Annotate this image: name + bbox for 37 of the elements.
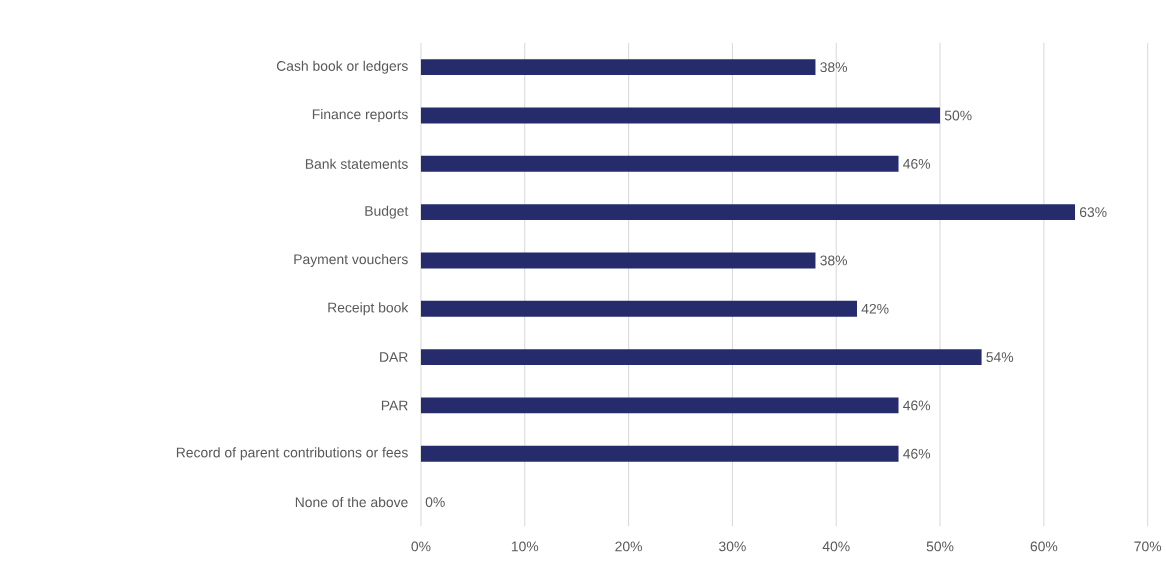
x-tick-label: 30% xyxy=(719,541,746,552)
bar xyxy=(420,107,941,124)
x-tick-label: 60% xyxy=(1030,541,1058,552)
y-tick-label: Cash book or ledgers xyxy=(276,60,408,74)
x-tick-label: 20% xyxy=(615,541,642,552)
data-label: 42% xyxy=(861,303,889,314)
data-label: 38% xyxy=(820,62,848,73)
data-label: 46% xyxy=(903,400,931,411)
bar xyxy=(420,155,899,172)
bar xyxy=(420,252,816,269)
bar xyxy=(420,397,899,414)
data-label: 0% xyxy=(425,497,445,508)
y-tick-label: Finance reports xyxy=(312,109,408,123)
x-tick-label: 50% xyxy=(926,541,954,552)
bar xyxy=(420,300,857,317)
y-tick-label: Receipt book xyxy=(328,302,409,316)
data-label: 46% xyxy=(903,448,931,459)
y-tick-label: None of the above xyxy=(295,497,408,508)
data-label: 63% xyxy=(1079,207,1107,218)
data-label: 50% xyxy=(944,110,972,121)
data-label: 54% xyxy=(986,352,1014,363)
bar xyxy=(420,445,899,462)
y-tick-label: Record of parent contributions or fees xyxy=(176,447,408,461)
bar xyxy=(420,59,816,76)
data-label: 38% xyxy=(820,255,848,266)
y-tick-label: Budget xyxy=(365,205,409,219)
x-tick-label: 70% xyxy=(1134,541,1162,552)
y-tick-label: DAR xyxy=(380,352,408,362)
x-tick-label: 10% xyxy=(511,541,539,552)
y-tick-label: Bank statements xyxy=(305,158,408,170)
y-tick-label: PAR xyxy=(381,400,408,411)
bar xyxy=(420,204,1076,221)
y-tick-label: Payment vouchers xyxy=(294,254,408,268)
x-tick-label: 40% xyxy=(822,541,850,552)
bar xyxy=(420,349,982,366)
x-tick-label: 0% xyxy=(411,541,431,552)
data-label: 46% xyxy=(903,159,931,169)
